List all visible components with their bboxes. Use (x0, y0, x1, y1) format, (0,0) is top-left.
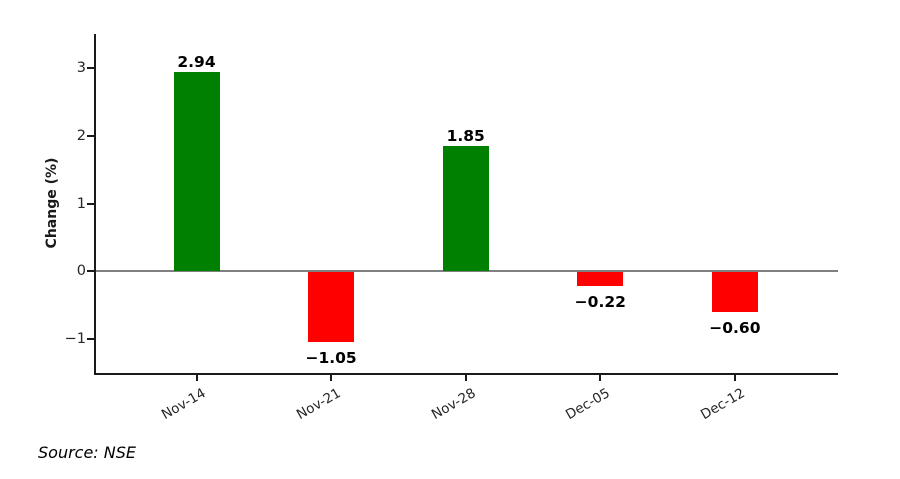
y-tick (87, 66, 95, 69)
y-tick (87, 202, 95, 205)
x-tick-label: Dec-12 (697, 385, 748, 424)
x-tick-label: Nov-14 (159, 385, 209, 424)
x-tick (195, 375, 198, 381)
zero-line (96, 270, 838, 273)
x-tick (464, 375, 467, 381)
x-tick-label: Nov-21 (293, 385, 344, 424)
y-tick-label: 1 (76, 195, 86, 212)
y-tick (87, 134, 95, 137)
y-tick (87, 270, 95, 273)
y-tick-label: 2 (76, 127, 86, 144)
bar-value-label: −0.60 (709, 318, 761, 337)
x-tick (733, 375, 736, 381)
bar-value-label: −1.05 (305, 349, 357, 368)
bar-value-label: −0.22 (574, 293, 626, 312)
x-tick (330, 375, 333, 381)
bar-value-label: 2.94 (177, 52, 216, 71)
y-tick-label: 3 (76, 59, 86, 76)
x-tick-label: Nov-28 (428, 385, 479, 424)
y-tick-label: 0 (76, 263, 86, 280)
bar-nov-14 (173, 71, 220, 272)
y-tick-label: −1 (64, 331, 86, 348)
bar-nov-21 (308, 272, 355, 343)
source-note: Source: NSE (38, 443, 137, 462)
bar-dec-12 (711, 272, 758, 312)
bar-value-label: 1.85 (446, 126, 485, 145)
y-axis-spine (94, 34, 96, 375)
bar-dec-05 (577, 272, 624, 287)
x-axis-spine (94, 373, 838, 375)
bar-nov-28 (442, 145, 489, 272)
x-tick-label: Dec-05 (563, 385, 613, 424)
y-tick (87, 338, 95, 341)
x-tick (599, 375, 602, 381)
